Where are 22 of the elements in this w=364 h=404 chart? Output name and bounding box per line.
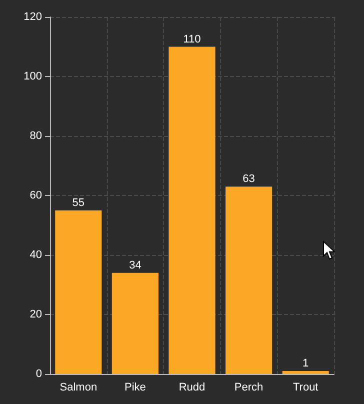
y-tick-label: 20	[30, 308, 42, 320]
x-tick-label: Rudd	[178, 382, 206, 394]
bar	[282, 371, 329, 374]
y-tick-label: 120	[24, 11, 42, 23]
data-label: 110	[183, 33, 201, 46]
y-tick-label: 0	[36, 368, 42, 380]
x-tick-label: Salmon	[60, 382, 98, 394]
data-label: 63	[242, 173, 255, 186]
x-tick-label: Trout	[292, 382, 318, 394]
data-label: 1	[302, 358, 309, 370]
x-tick-label: Pike	[124, 382, 146, 394]
data-label: 34	[129, 259, 142, 272]
bar	[226, 186, 272, 374]
bar	[112, 272, 158, 374]
data-label: 55	[72, 196, 85, 209]
bar	[168, 46, 216, 374]
y-tick-label: 100	[24, 70, 42, 82]
y-tick-label: 40	[30, 249, 42, 261]
y-tick-label: 60	[30, 190, 42, 202]
x-tick-label: Perch	[234, 382, 264, 394]
bar	[55, 210, 102, 374]
y-tick-label: 80	[30, 130, 42, 142]
